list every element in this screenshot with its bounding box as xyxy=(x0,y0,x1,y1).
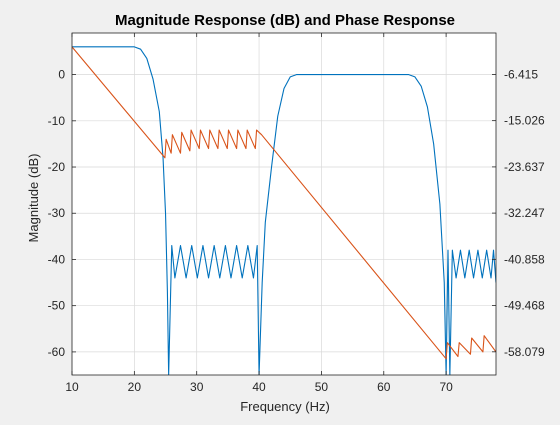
y2-tick-label: -49.468 xyxy=(504,299,545,313)
y2-tick-label: -6.415 xyxy=(504,67,538,81)
y-axis-label: Magnitude (dB) xyxy=(26,154,41,243)
x-tick-label: 30 xyxy=(190,380,204,394)
y2-tick-label: -40.858 xyxy=(504,252,545,266)
chart-title: Magnitude Response (dB) and Phase Respon… xyxy=(115,12,455,29)
y-tick-label: 0 xyxy=(58,68,65,82)
tick-labels: 10 20 30 40 50 60 70 0 -10 -20 -30 -40 -50 -60 -6.415 -… xyxy=(48,67,545,394)
tick-marks xyxy=(71,33,496,375)
x-tick-label: 70 xyxy=(439,380,453,394)
x-axis-label: Frequency (Hz) xyxy=(240,399,330,414)
x-tick-label: 40 xyxy=(252,380,266,394)
magnitude-response-line xyxy=(72,46,496,375)
grid-lines xyxy=(71,33,496,375)
y-tick-label: -40 xyxy=(48,252,66,266)
y-tick-label: -60 xyxy=(48,345,66,359)
y2-tick-label: -58.079 xyxy=(504,345,545,359)
x-tick-label: 50 xyxy=(315,380,329,394)
x-tick-label: 60 xyxy=(377,380,391,394)
x-tick-label: 20 xyxy=(128,380,142,394)
axes-background xyxy=(72,33,496,375)
y2-tick-label: -15.026 xyxy=(504,114,545,128)
y-tick-label: -20 xyxy=(48,160,66,174)
y2-tick-label: -23.637 xyxy=(504,160,545,174)
y2-tick-label: -32.247 xyxy=(504,206,545,220)
x-tick-label: 10 xyxy=(65,380,79,394)
axes-box xyxy=(71,32,497,376)
phase-response-line xyxy=(72,46,496,360)
y-tick-label: -10 xyxy=(48,114,66,128)
y-tick-label: -30 xyxy=(48,206,66,220)
y-tick-label: -50 xyxy=(48,299,66,313)
data-series xyxy=(72,46,496,375)
